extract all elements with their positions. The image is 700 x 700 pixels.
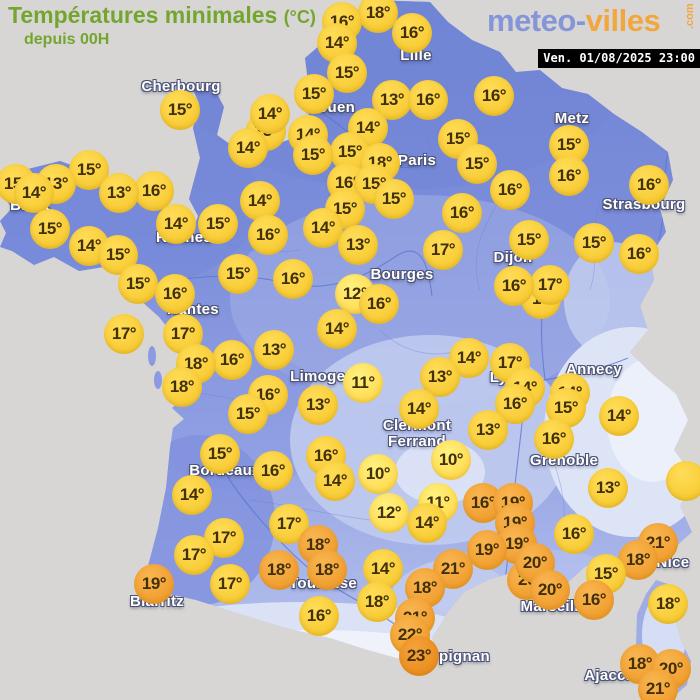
temperature-bubble: 16° (490, 170, 530, 210)
temperature-bubble: 14° (407, 503, 447, 543)
temperature-bubble: 16° (619, 234, 659, 274)
temperature-bubble: 17° (423, 230, 463, 270)
temperature-bubble: 16° (494, 266, 534, 306)
temperature-bubble: 15° (198, 204, 238, 244)
logo-com-suffix: .com (684, 3, 696, 29)
temperature-bubble: 10° (358, 454, 398, 494)
temperature-bubble: 15° (457, 144, 497, 184)
temperature-bubble: 16° (534, 419, 574, 459)
temperature-bubble: 15° (218, 254, 258, 294)
temperature-bubble: 17° (210, 564, 250, 604)
temperature-bubble: 15° (574, 223, 614, 263)
temperature-bubble: 18° (307, 550, 347, 590)
city-label: Bourges (370, 266, 434, 283)
temperature-bubble: 21° (638, 669, 678, 700)
temperature-bubble: 16° (299, 596, 339, 636)
logo-meteo-part: meteo- (487, 3, 586, 38)
temperature-bubble: 15° (118, 264, 158, 304)
temperature-bubble: 13° (468, 410, 508, 450)
temperature-bubble: 14° (156, 204, 196, 244)
temperature-bubble: 14° (240, 181, 280, 221)
temperature-bubble: 19° (134, 564, 174, 604)
temperature-bubble: 16° (273, 259, 313, 299)
temperature-bubble: 17° (530, 265, 570, 305)
temperature-bubble: 23° (399, 636, 439, 676)
temperature-bubble (666, 461, 700, 501)
temperature-bubble: 15° (327, 53, 367, 93)
site-logo[interactable]: meteo-villes .com (487, 3, 696, 39)
city-label: Annecy (566, 361, 622, 378)
temperature-bubble: 16° (212, 340, 252, 380)
temperature-bubble: 16° (248, 215, 288, 255)
temperature-bubble: 14° (228, 128, 268, 168)
temperature-bubble: 15° (293, 135, 333, 175)
temperature-bubble: 14° (399, 389, 439, 429)
temperature-bubble: 18° (162, 367, 202, 407)
temperature-bubble: 13° (338, 225, 378, 265)
temperature-bubble: 14° (449, 338, 489, 378)
temperature-bubble: 13° (372, 80, 412, 120)
city-label: Metz (554, 110, 590, 127)
temperature-bubble: 16° (392, 13, 432, 53)
temperature-bubble: 16° (549, 156, 589, 196)
temperature-bubble: 14° (14, 173, 54, 213)
temperature-bubble: 14° (303, 208, 343, 248)
temperature-bubble: 15° (509, 220, 549, 260)
temperature-bubble: 21° (433, 549, 473, 589)
temperature-bubble: 15° (200, 434, 240, 474)
temperature-bubble: 13° (588, 468, 628, 508)
temperature-bubble: 18° (259, 550, 299, 590)
temperature-bubble: 16° (155, 274, 195, 314)
temperature-bubble: 13° (254, 330, 294, 370)
temperature-bubble: 14° (250, 94, 290, 134)
temperature-bubble: 14° (69, 226, 109, 266)
temperature-bubble: 13° (298, 385, 338, 425)
temperature-bubble: 17° (174, 535, 214, 575)
temperature-bubble: 18° (357, 582, 397, 622)
temperature-bubble: 15° (160, 90, 200, 130)
temperature-bubble: 14° (315, 461, 355, 501)
city-label: Paris (397, 152, 437, 169)
logo-villes-part: villes (585, 3, 661, 38)
temperature-bubble: 12° (369, 493, 409, 533)
temperature-bubble: 15° (546, 388, 586, 428)
temperature-bubble: 13° (99, 173, 139, 213)
temperature-bubble: 16° (629, 165, 669, 205)
temperature-bubble: 14° (599, 396, 639, 436)
temperature-bubble: 14° (172, 475, 212, 515)
temperature-bubble: 15° (374, 179, 414, 219)
temperature-bubble: 16° (253, 451, 293, 491)
temperature-bubble: 15° (294, 74, 334, 114)
temperature-bubble: 18° (648, 584, 688, 624)
temperature-bubble: 15° (30, 209, 70, 249)
temperature-bubble: 16° (408, 80, 448, 120)
temperature-bubble: 14° (317, 309, 357, 349)
temperature-bubble: 15° (438, 119, 478, 159)
temperature-bubble: 19° (467, 530, 507, 570)
temperature-bubble: 16° (574, 580, 614, 620)
city-label: Cherbourg (141, 78, 221, 95)
temperature-bubble: 17° (269, 504, 309, 544)
temperature-bubble: 18° (358, 0, 398, 33)
temperature-bubble: 10° (431, 440, 471, 480)
temperature-bubble: 11° (343, 363, 383, 403)
temperature-bubble: 16° (134, 171, 174, 211)
temperature-bubble: 16° (474, 76, 514, 116)
temperature-bubble: 15° (228, 394, 268, 434)
temperature-bubble: 16° (554, 514, 594, 554)
temperature-bubble: 16° (442, 193, 482, 233)
temperature-bubble: 17° (104, 314, 144, 354)
temperature-bubble: 20° (530, 570, 570, 610)
temperature-bubble: 16° (359, 284, 399, 324)
city-label: Limoges (290, 368, 354, 385)
